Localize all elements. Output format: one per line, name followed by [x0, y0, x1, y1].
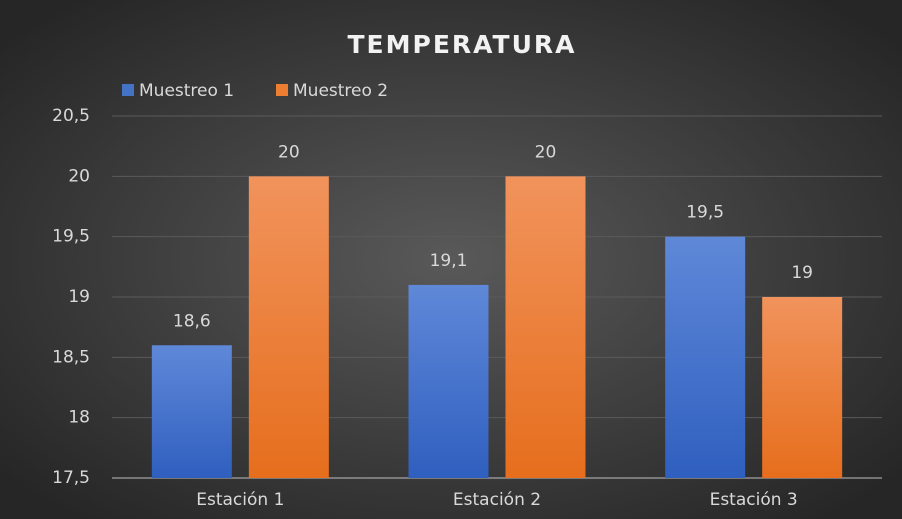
data-label: 19,1 — [430, 251, 468, 271]
bar — [408, 284, 489, 478]
legend-label: Muestreo 1 — [139, 81, 234, 101]
data-label: 19 — [791, 263, 813, 283]
y-tick-label: 18,5 — [52, 347, 90, 367]
legend-label: Muestreo 2 — [293, 81, 388, 101]
y-tick-label: 19,5 — [52, 227, 90, 247]
y-tick-label: 17,5 — [52, 468, 90, 488]
legend-swatch — [122, 84, 134, 96]
y-tick-label: 18 — [68, 408, 90, 428]
data-label: 19,5 — [686, 203, 724, 223]
data-label: 20 — [535, 142, 557, 162]
bar — [248, 176, 329, 479]
bar — [505, 176, 586, 479]
y-tick-label: 20 — [68, 166, 90, 186]
legend-swatch — [276, 84, 288, 96]
bar — [665, 236, 746, 478]
bar — [151, 345, 232, 478]
x-tick-label: Estación 3 — [710, 490, 798, 510]
data-label: 20 — [278, 142, 300, 162]
x-tick-label: Estación 2 — [453, 490, 541, 510]
y-tick-label: 20,5 — [52, 106, 90, 126]
data-label: 18,6 — [173, 311, 211, 331]
x-tick-label: Estación 1 — [196, 490, 284, 510]
y-tick-label: 19 — [68, 287, 90, 307]
bar — [762, 297, 843, 478]
chart-title: TEMPERATURA — [347, 30, 576, 59]
